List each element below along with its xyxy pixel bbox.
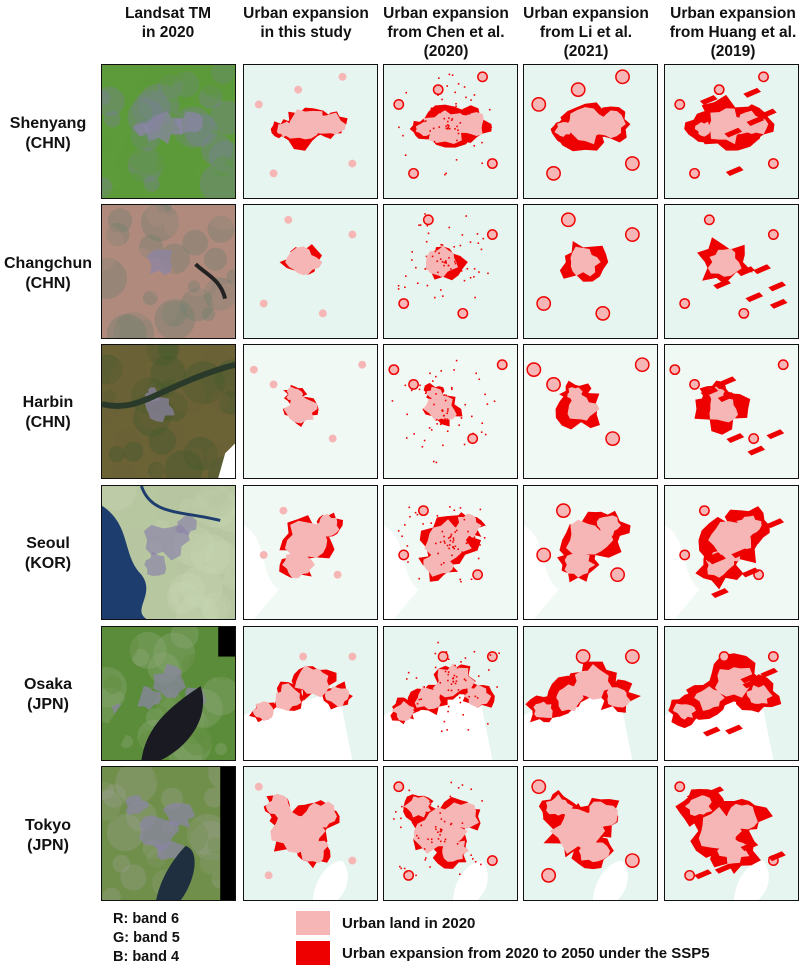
urban-map-harbin-this-study [243,344,378,479]
landsat-image-seoul [101,485,236,620]
band-b-label: B: band 4 [113,949,180,965]
urban-map [665,627,798,760]
urban-map [524,205,657,338]
row-label-shenyang: Shenyang (CHN) [9,115,87,152]
landsat-image-tokyo [101,766,236,901]
urban-map [244,345,377,478]
landsat-image [102,205,235,338]
urban-map-tokyo-chen [383,766,518,901]
urban-map [384,345,517,478]
urban-map [665,345,798,478]
urban-map [384,767,517,900]
landsat-image [102,65,235,198]
urban-map [665,486,798,619]
urban-map-harbin-huang [664,344,799,479]
urban-map [524,486,657,619]
column-header-chen: Urban expansion from Chen et al. (2020) [383,5,509,60]
urban-map-harbin-chen [383,344,518,479]
urban-map-seoul-li [523,485,658,620]
legend-label-urban-2020: Urban land in 2020 [342,915,476,932]
urban-map [524,767,657,900]
urban-map [384,205,517,338]
landsat-image-changchun [101,204,236,339]
urban-map [244,767,377,900]
legend-swatch-expansion [296,941,330,965]
urban-map-seoul-huang [664,485,799,620]
column-header-li: Urban expansion from Li et al. (2021) [523,5,649,60]
urban-map [384,627,517,760]
urban-map [524,65,657,198]
urban-map-changchun-huang [664,204,799,339]
urban-map [244,65,377,198]
urban-map [384,65,517,198]
urban-map [524,627,657,760]
urban-map-osaka-this-study [243,626,378,761]
urban-map-osaka-li [523,626,658,761]
column-header-landsat: Landsat TM in 2020 [124,5,212,41]
urban-map [244,205,377,338]
urban-map-seoul-this-study [243,485,378,620]
row-label-tokyo: Tokyo (JPN) [25,817,71,854]
urban-map-changchun-chen [383,204,518,339]
urban-map-changchun-this-study [243,204,378,339]
landsat-image-harbin [101,344,236,479]
urban-map-shenyang-li [523,64,658,199]
urban-map [244,486,377,619]
landsat-image [102,486,235,619]
urban-map-tokyo-this-study [243,766,378,901]
landsat-image [102,627,235,760]
column-header-huang: Urban expansion from Huang et al. (2019) [669,5,797,60]
urban-map [384,486,517,619]
urban-map-tokyo-huang [664,766,799,901]
urban-map-osaka-chen [383,626,518,761]
urban-map-seoul-chen [383,485,518,620]
urban-map [524,345,657,478]
row-label-seoul: Seoul (KOR) [24,535,72,572]
urban-map-shenyang-this-study [243,64,378,199]
row-label-osaka: Osaka (JPN) [23,676,73,713]
row-label-changchun: Changchun (CHN) [4,255,92,292]
urban-map-shenyang-chen [383,64,518,199]
urban-map [665,205,798,338]
landsat-image [102,767,235,900]
urban-map [665,767,798,900]
band-g-label: G: band 5 [113,930,180,946]
urban-map-shenyang-huang [664,64,799,199]
row-label-harbin: Harbin (CHN) [22,394,74,431]
legend-label-expansion: Urban expansion from 2020 to 2050 under … [342,945,710,962]
landsat-image-osaka [101,626,236,761]
urban-map-tokyo-li [523,766,658,901]
legend-swatch-urban-2020 [296,911,330,935]
column-header-this-study: Urban expansion in this study [243,5,369,41]
band-r-label: R: band 6 [113,911,180,927]
urban-map-changchun-li [523,204,658,339]
urban-map-harbin-li [523,344,658,479]
urban-map-osaka-huang [664,626,799,761]
landsat-image-shenyang [101,64,236,199]
landsat-image [102,345,235,478]
urban-map [665,65,798,198]
urban-map [244,627,377,760]
